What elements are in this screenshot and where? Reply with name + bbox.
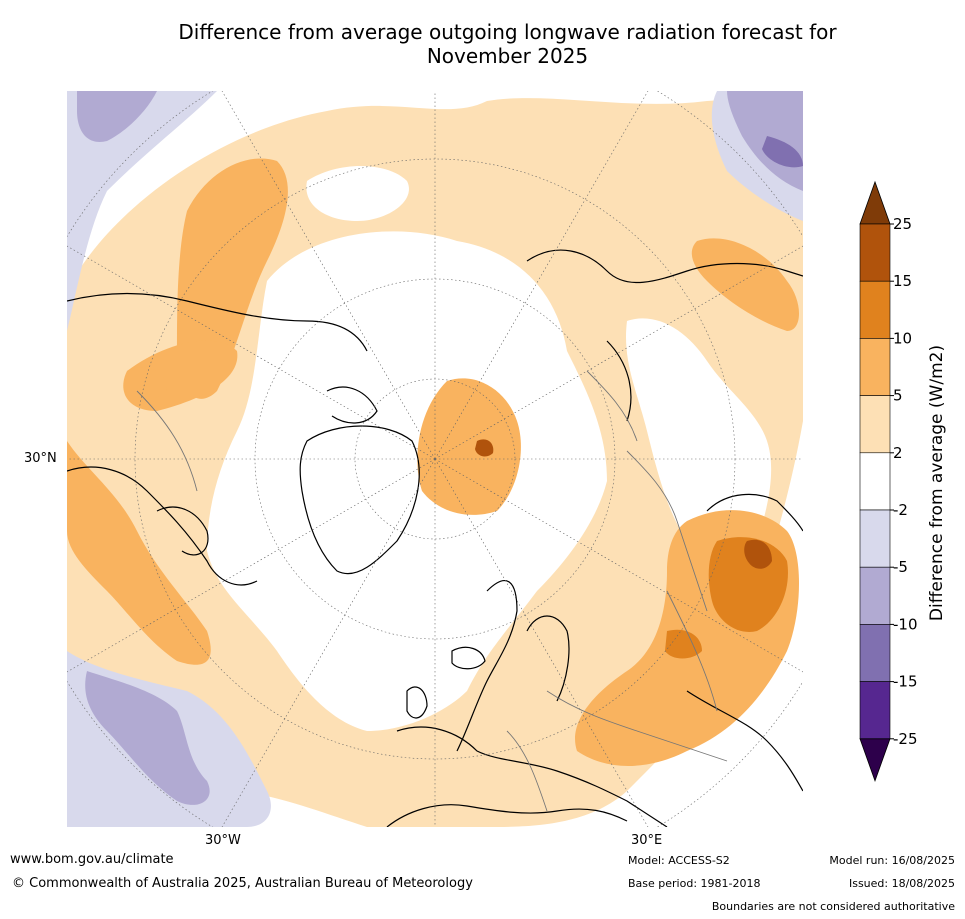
anomaly-neg-10-15 xyxy=(762,136,803,168)
anomaly-neg-5-10 xyxy=(77,91,803,805)
footer-base-period: Base period: 1981-2018 xyxy=(628,877,761,890)
colorbar-tick-label: 25 xyxy=(893,215,912,233)
lat-label-30n: 30°N xyxy=(24,451,57,466)
footer-disclaimer: Boundaries are not considered authoritat… xyxy=(711,900,955,913)
footer-url[interactable]: www.bom.gov.au/climate xyxy=(10,852,174,867)
colorbar-tick-label: 10 xyxy=(893,329,912,347)
colorbar-tick-label: -2 xyxy=(893,501,908,519)
colorbar-segment xyxy=(859,395,891,454)
colorbar: 25 15 10 5 2 -2 -5 -10 -15 -25 xyxy=(855,180,965,790)
anomaly-15-25 xyxy=(475,439,772,569)
colorbar-segment xyxy=(859,509,891,568)
footer-issued: Issued: 18/08/2025 xyxy=(848,877,955,890)
colorbar-tick-label: -5 xyxy=(893,558,908,576)
polar-map xyxy=(67,91,803,827)
footer-model: Model: ACCESS-S2 xyxy=(628,854,730,867)
colorbar-segment xyxy=(859,280,891,339)
chart-title: Difference from average outgoing longwav… xyxy=(60,20,955,68)
title-line-1: Difference from average outgoing longwav… xyxy=(178,20,837,44)
lon-label-30w: 30°W xyxy=(205,833,241,848)
colorbar-segment xyxy=(859,566,891,625)
colorbar-segment xyxy=(859,223,891,282)
colorbar-extend-high xyxy=(859,180,891,225)
colorbar-tick-label: 15 xyxy=(893,272,912,290)
colorbar-tick-label: 2 xyxy=(893,444,903,462)
footer-copyright: © Commonwealth of Australia 2025, Austra… xyxy=(12,876,473,891)
colorbar-tick-label: 5 xyxy=(893,387,903,405)
colorbar-segment xyxy=(859,452,891,511)
colorbar-label: Difference from average (W/m2) xyxy=(927,344,947,622)
footer-model-run: Model run: 16/08/2025 xyxy=(829,854,955,867)
coastlines xyxy=(67,249,803,827)
lon-label-30e: 30°E xyxy=(631,833,663,848)
colorbar-tick-label: -10 xyxy=(893,615,918,633)
colorbar-segment xyxy=(859,624,891,682)
colorbar-segment xyxy=(859,338,891,396)
colorbar-tick-label: -25 xyxy=(893,730,918,748)
country-borders xyxy=(136,370,728,812)
colorbar-extend-low xyxy=(859,738,891,782)
colorbar-tick-label: -15 xyxy=(893,673,918,691)
graticule xyxy=(67,91,803,827)
title-line-2: November 2025 xyxy=(426,44,589,68)
colorbar-segment xyxy=(859,681,891,740)
